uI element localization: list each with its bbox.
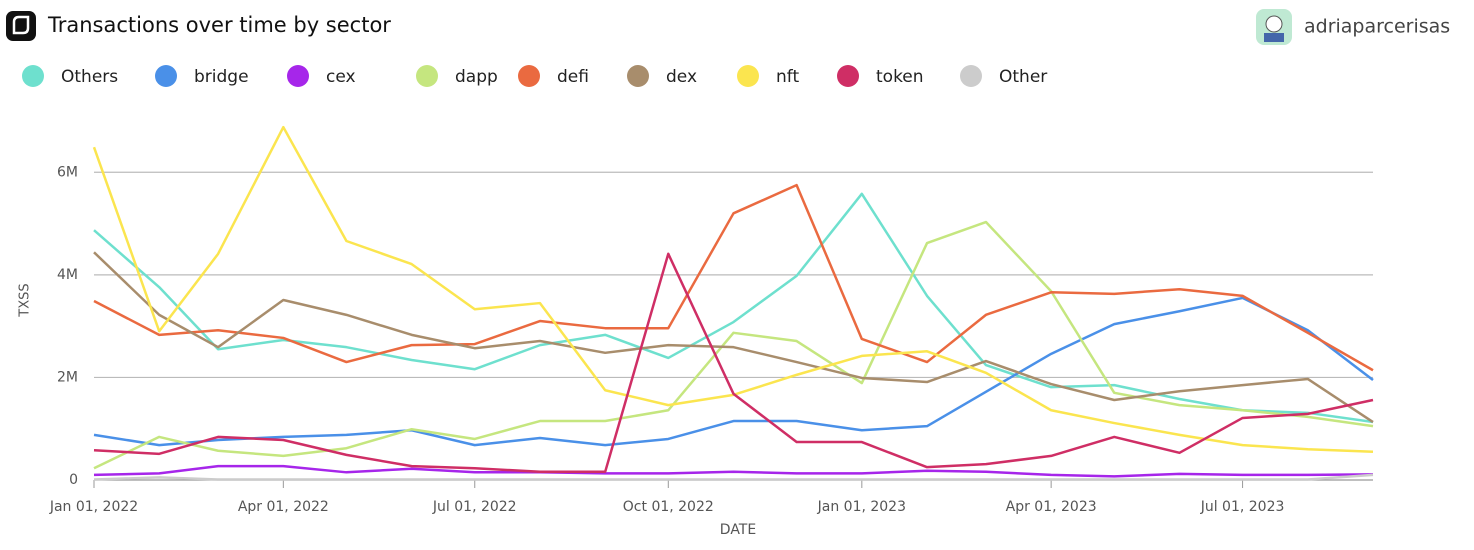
chart-title: Transactions over time by sector xyxy=(47,13,391,37)
legend-swatch xyxy=(627,65,649,87)
legend-label: nft xyxy=(776,67,799,87)
y-axis-label: TXSS xyxy=(18,283,33,317)
x-tick-label: Jan 01, 2022 xyxy=(49,499,138,515)
x-tick-label: Apr 01, 2023 xyxy=(1006,499,1097,515)
author[interactable]: adriaparcerisas xyxy=(1304,16,1450,38)
x-tick-label: Jan 01, 2023 xyxy=(817,499,906,515)
legend-label: defi xyxy=(557,67,589,87)
legend-swatch xyxy=(155,65,177,87)
y-tick-label: 2M xyxy=(57,369,78,385)
y-tick-label: 0 xyxy=(69,472,78,488)
legend-label: token xyxy=(876,67,924,87)
series-line xyxy=(93,252,1374,474)
legend-swatch xyxy=(287,65,309,87)
legend-label: dapp xyxy=(455,67,498,87)
legend-label: bridge xyxy=(194,67,249,87)
series-line xyxy=(93,296,1374,447)
x-axis-label: DATE xyxy=(720,522,756,538)
legend-label: cex xyxy=(326,67,356,87)
y-tick-label: 6M xyxy=(57,164,78,180)
legend-swatch xyxy=(518,65,540,87)
legend-swatch xyxy=(960,65,982,87)
legend-swatch xyxy=(837,65,859,87)
x-tick-label: Apr 01, 2022 xyxy=(238,499,329,515)
series-line xyxy=(93,464,1374,478)
series-line xyxy=(93,473,1374,481)
legend-swatch xyxy=(737,65,759,87)
legend-label: Others xyxy=(61,67,118,87)
logo xyxy=(6,11,36,41)
legend-swatch xyxy=(416,65,438,87)
series-line xyxy=(93,192,1374,424)
x-tick-label: Jul 01, 2023 xyxy=(1200,499,1285,515)
y-tick-label: 4M xyxy=(57,267,78,283)
legend-label: dex xyxy=(666,67,697,87)
series-line xyxy=(93,251,1374,424)
x-tick-label: Jul 01, 2022 xyxy=(432,499,517,515)
legend-swatch xyxy=(22,65,44,87)
series-line xyxy=(93,220,1374,470)
series-line xyxy=(93,183,1374,372)
avatar[interactable] xyxy=(1256,9,1292,45)
x-tick-label: Oct 01, 2022 xyxy=(623,499,714,515)
legend-label: Other xyxy=(999,67,1047,87)
